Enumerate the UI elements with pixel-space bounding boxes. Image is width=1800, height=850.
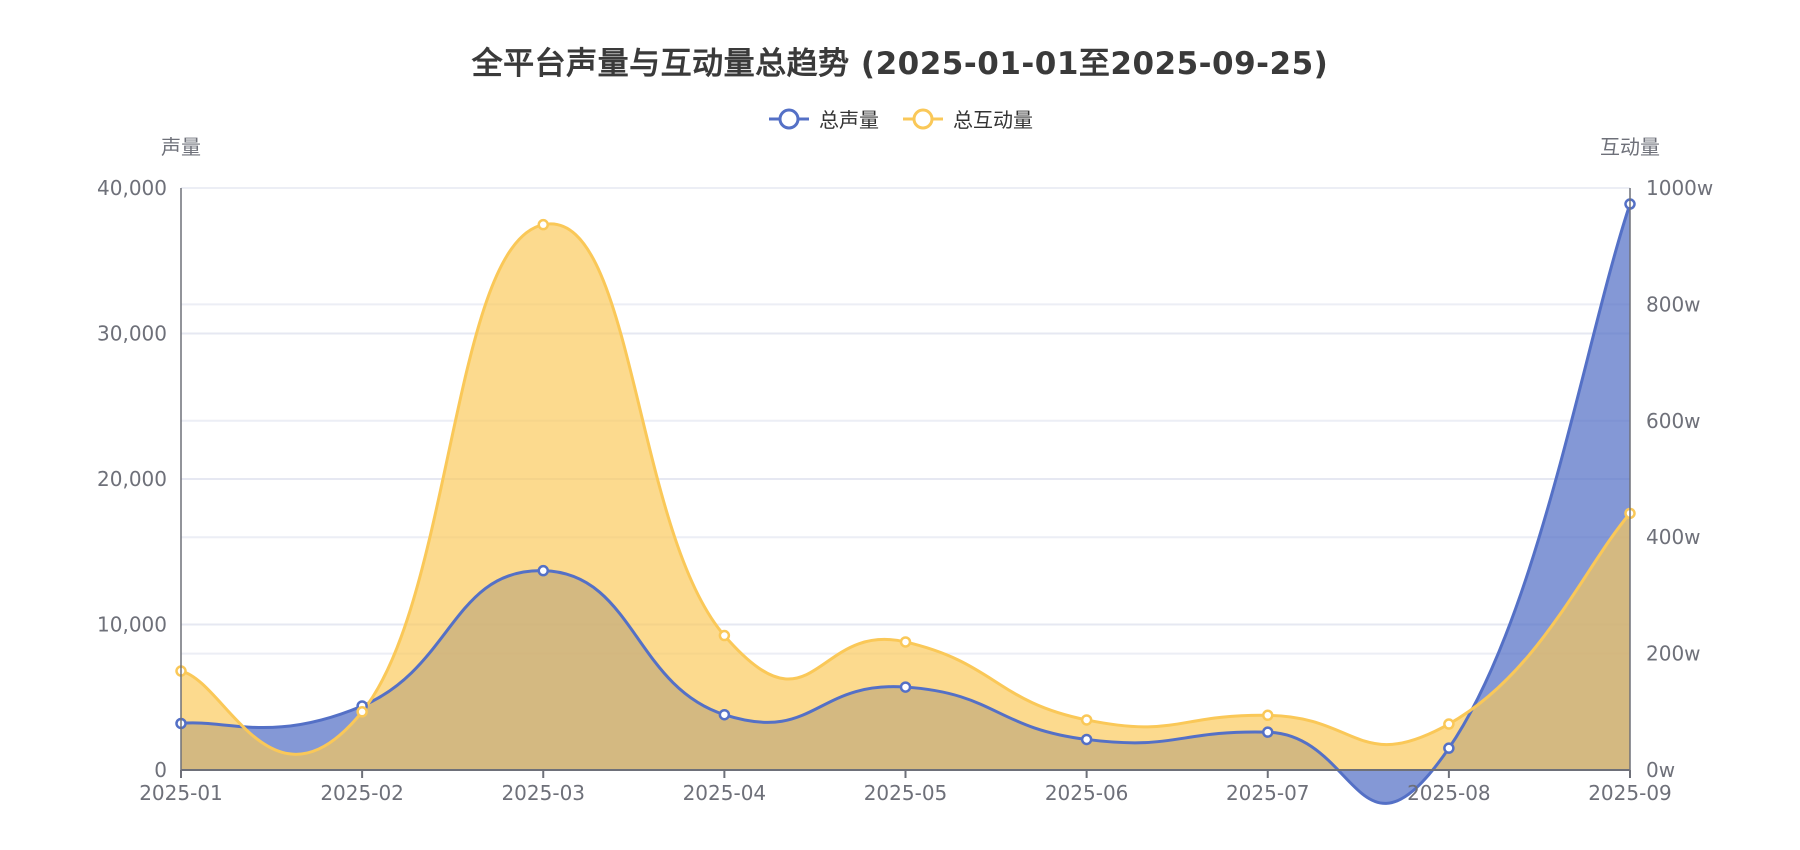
legend-marker-volume: [769, 108, 809, 129]
data-point-interaction[interactable]: [899, 636, 912, 648]
y-axis-left-title: 声量: [161, 135, 201, 159]
x-tick-label: 2025-07: [1226, 781, 1310, 805]
data-point-interaction[interactable]: [1080, 714, 1093, 726]
data-point-volume[interactable]: [1080, 733, 1093, 746]
y-left-tick-label: 40,000: [97, 176, 167, 200]
x-tick-label: 2025-04: [683, 781, 767, 805]
x-tick-label: 2025-09: [1588, 781, 1672, 805]
legend-item-interaction[interactable]: 总互动量: [901, 104, 1033, 133]
x-tick-label: 2025-03: [501, 781, 585, 805]
y-right-tick-label: 800w: [1646, 292, 1701, 316]
data-point-volume[interactable]: [1443, 742, 1455, 754]
legend-marker-interaction: [903, 108, 943, 129]
data-point-interaction[interactable]: [1443, 718, 1455, 730]
axis-layer: 0 10,000 20,000 30,000 40,000 0w 200w 400w 600w 8…: [97, 176, 1713, 805]
legend-label-volume: 总声量: [819, 108, 879, 132]
y-left-tick-label: 30,000: [97, 322, 167, 346]
data-point-interaction[interactable]: [718, 629, 731, 642]
legend[interactable]: 总声量 总互动量: [0, 104, 1800, 133]
chart-title: 全平台声量与互动量总趋势 (2025-01-01至2025-09-25): [471, 46, 1329, 82]
data-point-interaction[interactable]: [537, 218, 549, 231]
data-point-volume[interactable]: [718, 708, 731, 721]
line-interaction: [180, 222, 1632, 756]
area-layer: [181, 204, 1630, 804]
data-point-volume[interactable]: [899, 681, 912, 693]
y-right-tick-label: 400w: [1646, 525, 1701, 549]
y-right-tick-label: 0w: [1646, 758, 1675, 782]
x-tick-label: 2025-06: [1045, 781, 1129, 805]
legend-item-volume[interactable]: 总声量: [767, 104, 879, 133]
x-tick-label: 2025-05: [864, 781, 948, 805]
x-tick-label: 2025-08: [1407, 781, 1491, 805]
y-right-tick-label: 200w: [1646, 642, 1701, 666]
data-point-interaction[interactable]: [356, 706, 368, 718]
x-tick-label: 2025-02: [320, 781, 404, 805]
x-tick-label: 2025-01: [139, 781, 223, 805]
grid-layer: [181, 187, 1630, 655]
legend-label-interaction: 总互动量: [953, 108, 1033, 132]
data-point-volume[interactable]: [537, 564, 549, 577]
area-interaction: [181, 223, 1630, 771]
y-right-tick-label: 1000w: [1646, 176, 1713, 200]
y-left-tick-label: 20,000: [97, 467, 167, 491]
y-left-tick-label: 0: [154, 758, 167, 782]
y-right-tick-label: 600w: [1646, 409, 1701, 433]
data-point-volume[interactable]: [1262, 726, 1274, 738]
y-left-tick-label: 10,000: [97, 613, 167, 637]
data-point-interaction[interactable]: [1262, 709, 1274, 722]
point-layer: [175, 198, 1636, 754]
y-axis-right-title: 互动量: [1600, 135, 1660, 159]
